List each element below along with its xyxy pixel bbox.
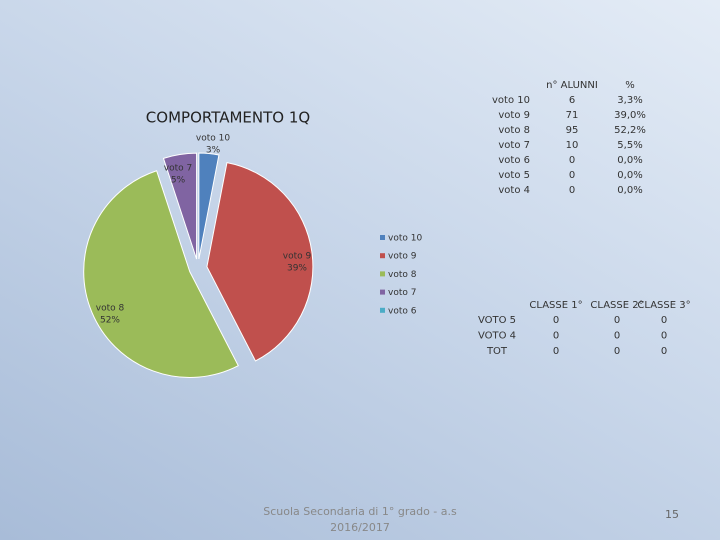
table-cell: 0 [569,155,575,166]
legend-swatch [380,289,385,295]
legend-label: voto 9 [388,252,417,262]
table-cell: 39,0% [614,110,646,121]
table-cell: 0 [661,331,667,342]
table-cell: 71 [566,110,579,121]
legend-swatch [380,307,385,313]
page-number: 15 [665,508,679,521]
table-cell: 0 [553,315,559,326]
table-header: % [625,80,635,91]
table-cell: 0 [614,315,620,326]
row-label: voto 9 [498,110,530,121]
table-header: CLASSE 3° [637,300,690,311]
pie-slice [198,152,220,260]
row-label: voto 8 [498,125,530,136]
slice-label: voto 9 [283,252,312,262]
table-cell: 0 [569,170,575,181]
slice-label: voto 8 [96,304,125,314]
row-label: VOTO 4 [478,331,516,342]
row-label: voto 4 [498,185,530,196]
table-cell: 0 [614,331,620,342]
table-cell: 0 [569,185,575,196]
table-cell: 0 [661,315,667,326]
slice-value-label: 52% [100,316,120,326]
footer-text: 2016/2017 [330,521,390,534]
legend-label: voto 7 [388,288,416,298]
table-cell: 3,3% [617,95,642,106]
table-cell: 0 [661,346,667,357]
table-cell: 0,0% [617,185,642,196]
table-cell: 0 [614,346,620,357]
legend-label: voto 6 [388,306,417,316]
pie-slice [162,152,198,260]
row-label: VOTO 5 [478,315,516,326]
pie-slice [83,170,239,378]
slice-value-label: 39% [287,264,307,274]
pie-slice [206,162,314,362]
legend-swatch [380,271,385,277]
row-label: TOT [486,346,508,357]
row-label: voto 10 [492,95,530,106]
row-label: voto 7 [498,140,530,151]
table-cell: 5,5% [617,140,642,151]
table-cell: 0,0% [617,155,642,166]
table-cell: 0 [553,331,559,342]
table-cell: 6 [569,95,575,106]
table-cell: 52,2% [614,125,646,136]
slice-label: voto 7 [164,164,192,174]
table-cell: 0 [553,346,559,357]
slice-value-label: 5% [171,176,186,186]
table-cell: 10 [566,140,579,151]
legend-label: voto 8 [388,270,417,280]
table-header: CLASSE 1° [529,300,582,311]
row-label: voto 6 [498,155,530,166]
chart-title: COMPORTAMENTO 1Q [146,109,310,127]
slice-value-label: 3% [206,146,221,156]
table-header: n° ALUNNI [546,80,598,91]
legend-swatch [380,235,385,240]
slice-label: voto 10 [196,134,230,144]
row-label: voto 5 [498,170,530,181]
table-header: CLASSE 2° [590,300,643,311]
legend-swatch [380,253,385,259]
table-cell: 95 [566,125,579,136]
legend-label: voto 10 [388,234,422,244]
footer-text: Scuola Secondaria di 1° grado - a.s [263,505,457,518]
table-cell: 0,0% [617,170,642,181]
